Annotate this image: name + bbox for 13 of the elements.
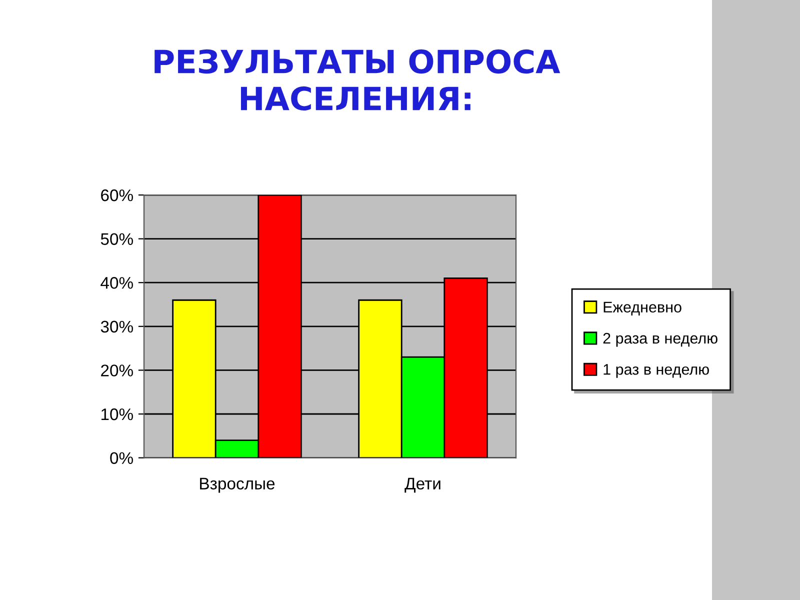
legend-label: 2 раза в неделю bbox=[603, 332, 718, 347]
y-tick-label: 10% bbox=[101, 408, 133, 420]
x-tick-label: Взрослые bbox=[200, 478, 275, 493]
y-tick-label: 30% bbox=[100, 320, 133, 333]
chart-title: РЕЗУЛЬТАТЫ ОПРОСА НАСЕЛЕНИЯ: bbox=[154, 49, 560, 111]
y-tick-label: 40% bbox=[100, 277, 133, 289]
x-tick-label: Дети bbox=[404, 478, 440, 493]
y-tick-label: 60% bbox=[101, 189, 133, 202]
legend-label: Ежедневно bbox=[604, 302, 682, 316]
y-tick-label: 0% bbox=[110, 452, 133, 464]
y-tick-label: 20% bbox=[101, 364, 133, 376]
y-tick-label: 50% bbox=[100, 233, 133, 246]
legend-label: 1 раз в неделю bbox=[604, 364, 709, 378]
